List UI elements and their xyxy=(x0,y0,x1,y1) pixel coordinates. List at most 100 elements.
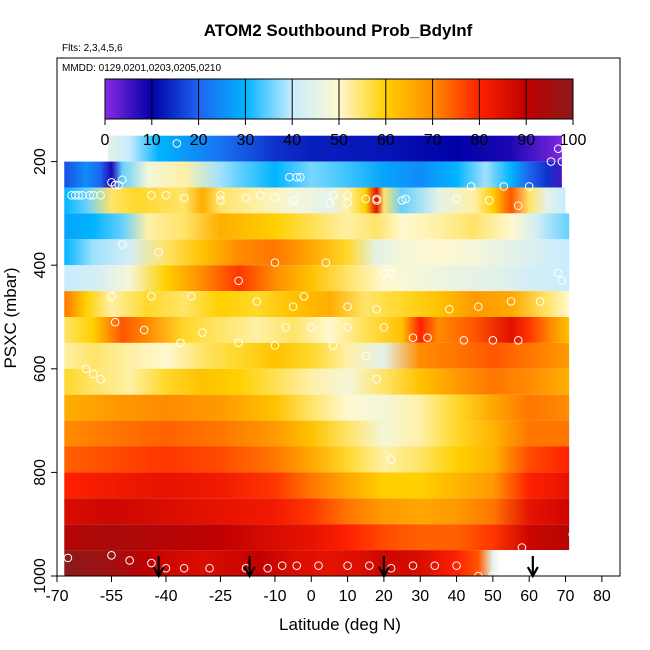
data-point xyxy=(107,550,116,560)
data-point xyxy=(96,190,105,200)
data-point xyxy=(110,317,120,327)
data-point xyxy=(513,201,523,210)
x-tick-label: 40 xyxy=(448,588,466,605)
data-point xyxy=(285,172,294,182)
data-point xyxy=(361,351,371,361)
data-point xyxy=(63,553,73,563)
x-tick-label: -55 xyxy=(100,588,123,605)
x-tick-label: 70 xyxy=(557,588,575,605)
dates-note: MMDD: 0129,0201,0203,0205,0210 xyxy=(62,63,221,74)
data-point xyxy=(386,268,396,278)
data-point xyxy=(444,304,454,314)
heat-layer xyxy=(64,550,570,576)
data-point xyxy=(216,190,225,200)
data-point xyxy=(365,561,374,570)
plot-frame xyxy=(56,57,621,577)
data-point xyxy=(125,556,134,565)
x-tick-label: 30 xyxy=(411,588,429,605)
data-point xyxy=(241,193,251,203)
y-axis-label: PSXC (mbar) xyxy=(1,267,20,368)
data-point xyxy=(430,561,440,570)
colorbar-tick-label: 100 xyxy=(560,132,587,149)
data-point xyxy=(147,291,156,301)
data-point xyxy=(89,369,98,379)
data-point xyxy=(216,196,225,205)
data-point xyxy=(372,196,381,205)
heat-layer xyxy=(64,368,570,395)
data-point xyxy=(154,247,164,257)
chart-title: ATOM2 Southbound Prob_BdyInf xyxy=(204,21,473,40)
data-point xyxy=(557,157,567,166)
data-point xyxy=(85,190,94,200)
x-tick-label: -10 xyxy=(263,588,286,605)
heat-layer xyxy=(64,161,562,188)
heat-layer xyxy=(64,187,566,214)
data-point xyxy=(343,302,352,311)
data-point xyxy=(513,336,523,345)
y-tick-label: 200 xyxy=(32,148,49,175)
data-point xyxy=(81,364,91,374)
data-point xyxy=(281,323,291,332)
colorbar-tick-label: 0 xyxy=(101,132,110,149)
y-tick-label: 600 xyxy=(32,355,49,382)
x-tick-label: 20 xyxy=(375,588,393,605)
data-point xyxy=(557,276,567,286)
y-tick-label: 400 xyxy=(32,252,49,279)
colorbar-tick-label: 60 xyxy=(377,132,395,149)
heat-layer xyxy=(64,342,570,369)
heat-layer xyxy=(64,498,570,525)
data-point xyxy=(343,561,352,570)
data-point xyxy=(270,258,280,267)
y-tick-label: 1000 xyxy=(32,558,49,594)
data-point xyxy=(423,333,432,343)
observation-points xyxy=(59,139,578,581)
data-point xyxy=(288,196,298,205)
colorbar-tick-label: 20 xyxy=(190,132,208,149)
data-point xyxy=(63,139,73,148)
data-point xyxy=(118,175,127,185)
data-point xyxy=(372,304,381,314)
x-tick-label: 80 xyxy=(593,588,611,605)
data-point xyxy=(506,297,516,306)
data-point xyxy=(205,563,214,573)
x-tick-label: 50 xyxy=(484,588,502,605)
data-point xyxy=(321,258,331,267)
data-point xyxy=(187,291,196,301)
data-point xyxy=(179,193,189,203)
data-point xyxy=(118,240,127,249)
data-point xyxy=(306,323,316,332)
data-point xyxy=(296,172,305,182)
data-point xyxy=(179,563,189,573)
data-point xyxy=(484,196,494,205)
data-point xyxy=(277,561,287,570)
data-point xyxy=(328,190,338,200)
data-point xyxy=(172,139,182,148)
colorbar-tick-label: 80 xyxy=(471,132,489,149)
x-tick-label: -70 xyxy=(45,588,68,605)
y-axis: 200 400 600 800 1000 xyxy=(32,148,57,594)
heat-layer xyxy=(64,524,570,551)
colorbar-tick-label: 50 xyxy=(330,132,348,149)
colorbar-tick-label: 70 xyxy=(424,132,442,149)
data-point xyxy=(107,291,116,301)
data-point xyxy=(524,182,534,191)
heat-layer xyxy=(64,291,570,317)
heat-layer xyxy=(64,394,570,421)
data-point xyxy=(343,198,352,208)
colorbar-tick-label: 10 xyxy=(143,132,161,149)
heat-layer xyxy=(64,265,570,292)
x-axis-label: Latitude (deg N) xyxy=(279,615,401,634)
heat-layer xyxy=(64,472,570,499)
data-point xyxy=(408,561,418,570)
data-point xyxy=(553,268,563,278)
heat-layer xyxy=(64,446,570,473)
x-axis: -70 -55 -40 -25 -10 0 10 20 30 40 50 60 70 80 xyxy=(45,576,611,605)
colorbar-ticks: 0 10 20 30 40 50 60 70 80 90 100 xyxy=(101,79,587,149)
heat-layer xyxy=(64,239,570,266)
data-point xyxy=(161,190,171,200)
data-point xyxy=(314,561,323,570)
data-point xyxy=(292,561,302,570)
x-tick-label: 0 xyxy=(307,588,316,605)
x-tick-label: 10 xyxy=(339,588,357,605)
data-point xyxy=(488,336,498,345)
